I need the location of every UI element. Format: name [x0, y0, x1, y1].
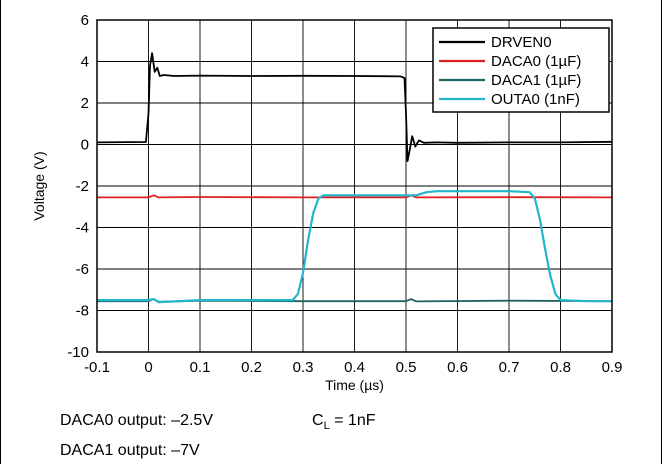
x-tick-label: 0 [144, 359, 152, 376]
daca0-output-note: DACA0 output: –2.5V [60, 412, 213, 429]
y-tick-label: 4 [81, 54, 89, 71]
grid [97, 20, 612, 352]
y-tick-label: 6 [81, 12, 89, 29]
cl-value: = 1nF [329, 412, 376, 429]
x-tick-label: -0.1 [84, 359, 110, 376]
x-tick-label: 0.2 [241, 359, 262, 376]
series-layer [96, 52, 613, 304]
voltage-time-chart: -0.1 0 0.1 0.2 0.3 0.4 0.5 0.6 0.7 0.8 0.9 6 4 2 0 -2 -4… [31, 12, 622, 393]
x-tick-label: 0.8 [550, 359, 571, 376]
legend-label: DACA0 (1µF) [491, 53, 581, 70]
y-tick-label: -6 [76, 261, 89, 278]
legend-label: DRVEN0 [491, 34, 552, 51]
series-line-outa0-1nf [97, 190, 612, 304]
x-tick-label: 0.3 [293, 359, 314, 376]
daca1-output-note: DACA1 output: –7V [60, 442, 200, 459]
x-tick-label: 0.6 [447, 359, 468, 376]
legend: DRVEN0 DACA0 (1µF) DACA1 (1µF) OUTA0 (1nF) [432, 27, 610, 113]
x-tick-label: 0.4 [344, 359, 365, 376]
load-capacitance-note: CL = 1nF [312, 412, 376, 432]
legend-label: OUTA0 (1nF) [491, 91, 580, 108]
x-tick-label: 0.1 [190, 359, 211, 376]
y-tick-label: 2 [81, 95, 89, 112]
series-line-drven0 [96, 52, 613, 163]
y-tick-label: -10 [67, 344, 89, 361]
x-tick-label: 0.9 [602, 359, 623, 376]
x-tick-label: 0.7 [499, 359, 520, 376]
x-tick-label: 0.5 [396, 359, 417, 376]
tick-labels: -0.1 0 0.1 0.2 0.3 0.4 0.5 0.6 0.7 0.8 0.9 6 4 2 0 -2 -4… [67, 12, 622, 376]
x-axis-title: Time (µs) [325, 377, 384, 393]
cl-subscript: L [323, 420, 330, 433]
cl-symbol: C [312, 412, 324, 429]
y-axis-title: Voltage (V) [31, 151, 47, 220]
y-tick-label: -8 [76, 303, 89, 320]
legend-label: DACA1 (1µF) [491, 72, 581, 89]
plot-border [96, 19, 613, 353]
y-tick-label: -2 [76, 178, 89, 195]
series-line-daca0-1-f [97, 194, 613, 199]
y-tick-label: 0 [81, 137, 89, 154]
y-tick-label: -4 [76, 220, 89, 237]
